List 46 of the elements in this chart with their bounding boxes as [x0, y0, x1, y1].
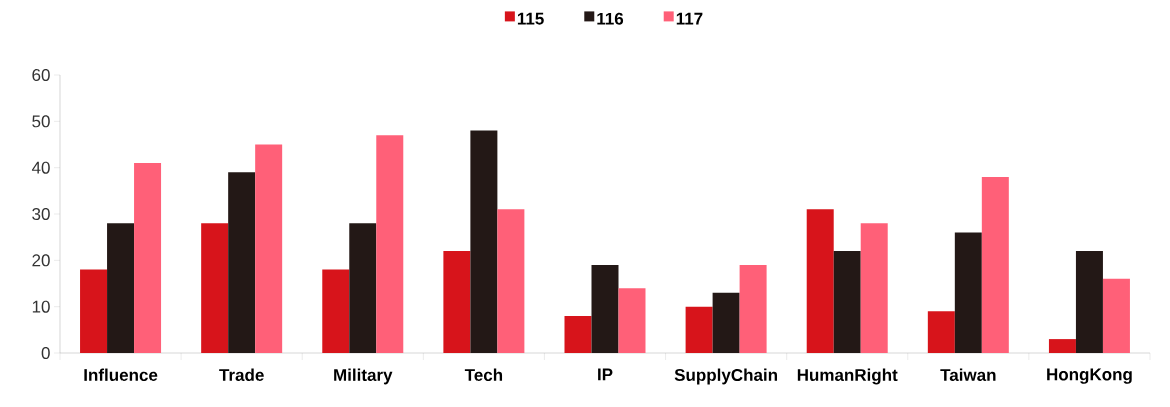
- bar: [927, 311, 955, 353]
- x-tick-label: HumanRight: [797, 368, 898, 385]
- bar: [107, 223, 135, 353]
- x-tick-label: Trade: [219, 368, 264, 382]
- x-tick-label: SupplyChain: [674, 368, 778, 385]
- legend-label: 115: [517, 12, 544, 25]
- y-tick-label: 20: [32, 254, 50, 267]
- x-tick-label: IP: [598, 368, 613, 381]
- x-tick-label: Influence: [84, 368, 158, 382]
- y-tick-label: 60: [32, 68, 50, 82]
- y-tick-label: 30: [32, 207, 50, 221]
- bar: [712, 292, 740, 353]
- bar: [470, 130, 498, 353]
- bar: [1075, 251, 1103, 353]
- y-tick-label: 50: [32, 115, 50, 128]
- bar: [954, 232, 982, 353]
- bar: [1102, 278, 1130, 353]
- bar: [739, 264, 767, 353]
- x-tick-label: Tech: [464, 368, 503, 382]
- legend-label: 116: [597, 12, 624, 25]
- bar: [981, 176, 1009, 353]
- bar: [443, 251, 471, 353]
- bar: [134, 163, 162, 353]
- x-tick-label: Taiwan: [940, 368, 996, 382]
- bar: [1048, 339, 1076, 353]
- y-tick-label: 10: [32, 300, 50, 313]
- bar: [591, 264, 619, 353]
- bar: [349, 223, 377, 353]
- bar: [564, 315, 592, 353]
- x-tick-label: HongKong: [1047, 368, 1132, 384]
- y-tick-label: 0: [41, 346, 50, 360]
- x-tick-label: Military: [334, 368, 393, 385]
- bar: [833, 251, 861, 353]
- bar: [860, 223, 888, 353]
- legend-label: 117: [676, 12, 703, 25]
- bar: [685, 306, 713, 353]
- bar: [228, 172, 256, 353]
- bar: [201, 223, 229, 353]
- bar: [322, 269, 350, 353]
- bar: [806, 209, 834, 353]
- bar: [618, 288, 646, 353]
- bar: [376, 135, 404, 353]
- y-tick-label: 40: [31, 161, 50, 174]
- bar: [80, 269, 108, 353]
- bar: [497, 209, 525, 353]
- bar: [255, 144, 283, 353]
